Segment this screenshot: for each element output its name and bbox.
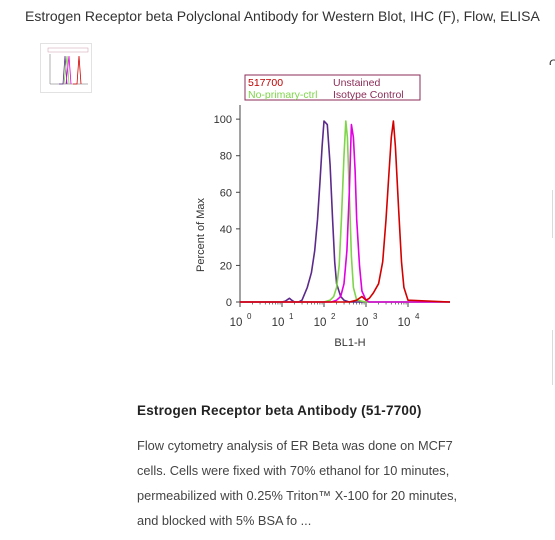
- y-axis-label: Percent of Max: [195, 198, 207, 272]
- x-axis-label: BL1-H: [334, 337, 365, 349]
- legend-box: [244, 74, 421, 101]
- x-tick-exponent: 2: [331, 312, 336, 321]
- x-tick-exponent: 4: [415, 312, 420, 321]
- y-tick-label: 80: [220, 151, 232, 163]
- legend-isotype: Isotype Control: [333, 89, 404, 101]
- side-panel-border: [552, 190, 555, 238]
- x-tick-exponent: 1: [289, 312, 294, 321]
- series-group: [240, 120, 451, 303]
- x-tick-label: 10: [356, 317, 369, 329]
- x-tick-label: 10: [272, 317, 285, 329]
- page-title: Estrogen Receptor beta Polyclonal Antibo…: [25, 8, 540, 24]
- side-panel-border: [552, 330, 555, 385]
- y-tick-label: 0: [226, 297, 232, 309]
- caption-line: and blocked with 5% BSA fo ...: [137, 513, 312, 528]
- x-tick-exponent: 0: [247, 312, 252, 321]
- legend-unstained: Unstained: [333, 77, 380, 89]
- series-line-isotype-control: [240, 123, 450, 303]
- series-line-unstained: [240, 120, 450, 303]
- x-tick-label: 10: [314, 317, 327, 329]
- thumbnail-chart-icon: [47, 47, 89, 85]
- y-tick-label: 100: [214, 114, 232, 126]
- y-tick-label: 20: [220, 260, 232, 272]
- caption-line: permeabilized with 0.25% Triton™ X-100 f…: [137, 488, 458, 503]
- y-tick-label: 40: [220, 224, 232, 236]
- series-line-517700: [240, 120, 451, 303]
- caption-line: Flow cytometry analysis of ER Beta was d…: [137, 438, 453, 453]
- x-tick-label: 10: [230, 317, 243, 329]
- y-tick-label: 60: [220, 187, 232, 199]
- legend-no-primary: No-primary-ctrl: [248, 89, 317, 101]
- caption-line: cells. Cells were fixed with 70% ethanol…: [137, 463, 450, 478]
- legend-sample: 517700: [248, 77, 283, 89]
- figure-caption-title: Estrogen Receptor beta Antibody (51-7700…: [137, 403, 422, 418]
- series-line-no-primary-ctrl: [240, 120, 450, 303]
- figure-thumbnail[interactable]: [40, 43, 92, 93]
- figure-caption-text: Flow cytometry analysis of ER Beta was d…: [137, 433, 532, 533]
- x-tick-label: 10: [398, 317, 411, 329]
- side-panel-edge-text: C: [549, 57, 555, 65]
- histogram-chart: 517700 Unstained No-primary-ctrl Isotype…: [195, 74, 451, 349]
- flow-cytometry-figure[interactable]: 517700 Unstained No-primary-ctrl Isotype…: [180, 70, 470, 360]
- x-tick-exponent: 3: [373, 312, 378, 321]
